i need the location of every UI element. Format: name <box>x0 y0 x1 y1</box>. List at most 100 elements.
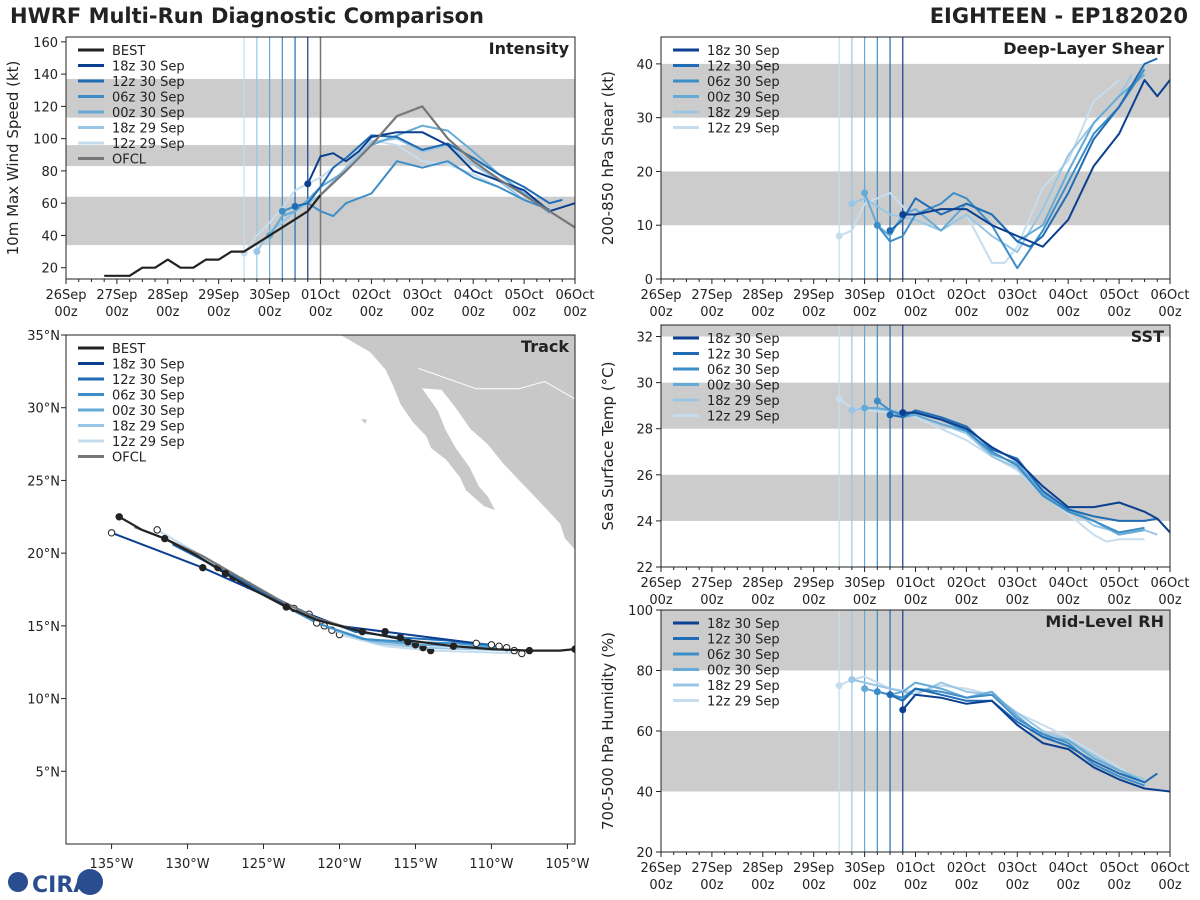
x-tick-hour: 00z <box>955 305 979 320</box>
series-line-12z-30-sep <box>889 57 1158 248</box>
series-line-06z-30-sep <box>877 687 1145 787</box>
x-tick-date: 02Oct <box>947 861 986 876</box>
x-tick-date: 06Oct <box>1150 576 1189 591</box>
x-tick-date: 03Oct <box>403 288 442 303</box>
x-tick-date: 04Oct <box>1049 576 1088 591</box>
x-tick-date: 27Sep <box>691 576 732 591</box>
x-tick-hour: 00z <box>802 593 826 608</box>
series-line-18z-30-sep <box>306 131 575 213</box>
legend-label: 12z 29 Sep <box>707 122 780 137</box>
panel-title: Intensity <box>489 39 570 58</box>
x-tick-date: 26Sep <box>640 576 681 591</box>
x-tick-hour: 00z <box>1158 305 1182 320</box>
legend-label: 18z 30 Sep <box>707 332 780 347</box>
x-tick-hour: 00z <box>563 305 587 320</box>
track-point-best <box>449 642 458 650</box>
y-tick-label: 20 <box>636 165 653 180</box>
y-tick-label: 10°N <box>27 693 60 708</box>
x-tick-date: 02Oct <box>947 576 986 591</box>
panel-title: Mid-Level RH <box>1045 612 1164 631</box>
x-tick-label: 110°W <box>469 857 513 872</box>
x-tick-date: 05Oct <box>505 288 544 303</box>
init-marker-18z-30-sep <box>304 180 312 188</box>
init-marker-18z-30-sep <box>899 706 907 714</box>
panel-title: SST <box>1131 327 1164 346</box>
y-axis-label: 700-500 hPa Humidity (%) <box>599 632 617 830</box>
y-tick-label: 22 <box>636 561 653 576</box>
x-tick-hour: 00z <box>512 305 536 320</box>
x-tick-hour: 00z <box>700 878 724 893</box>
legend-label: 12z 29 Sep <box>112 435 185 450</box>
init-marker-00z-30-sep <box>861 685 869 693</box>
x-tick-hour: 00z <box>955 878 979 893</box>
legend-label: 00z 30 Sep <box>112 404 185 419</box>
y-tick-label: 120 <box>33 100 58 115</box>
x-tick-hour: 00z <box>853 305 877 320</box>
y-tick-label: 30 <box>636 377 653 392</box>
band-0 <box>661 474 1170 521</box>
x-tick-date: 02Oct <box>947 288 986 303</box>
x-tick-date: 29Sep <box>793 861 834 876</box>
legend-label: 06z 30 Sep <box>112 91 185 106</box>
legend-label: 18z 30 Sep <box>707 44 780 59</box>
init-marker-18z-29-sep <box>253 248 261 256</box>
band-2 <box>661 325 1170 337</box>
x-tick-date: 01Oct <box>301 288 340 303</box>
x-tick-hour: 00z <box>1107 878 1131 893</box>
x-tick-hour: 00z <box>853 878 877 893</box>
y-tick-label: 40 <box>41 229 58 244</box>
init-marker-00z-30-sep <box>861 404 869 412</box>
series-line-12z-30-sep <box>294 134 563 208</box>
x-tick-date: 29Sep <box>793 576 834 591</box>
init-marker-06z-30-sep <box>278 207 286 215</box>
y-tick-label: 80 <box>636 665 653 680</box>
x-tick-date: 28Sep <box>742 288 783 303</box>
series-line-06z-30-sep <box>876 68 1146 270</box>
plot-area <box>107 335 575 658</box>
x-tick-hour: 00z <box>955 593 979 608</box>
x-tick-hour: 00z <box>649 305 673 320</box>
track-point-best <box>115 513 123 521</box>
init-marker-12z-29-sep <box>835 682 843 690</box>
legend-label: 12z 30 Sep <box>707 60 780 75</box>
series-line-18z-30-sep <box>111 531 477 645</box>
series-line-06z-30-sep <box>281 160 550 218</box>
y-tick-label: 25°N <box>27 474 60 489</box>
y-tick-label: 10 <box>636 219 653 234</box>
y-tick-label: 20 <box>636 846 653 861</box>
x-tick-hour: 00z <box>1158 878 1182 893</box>
x-tick-date: 01Oct <box>896 861 935 876</box>
x-tick-date: 04Oct <box>454 288 493 303</box>
x-tick-date: 06Oct <box>1150 288 1189 303</box>
legend-label: 00z 30 Sep <box>112 106 185 121</box>
x-tick-date: 28Sep <box>742 576 783 591</box>
y-tick-label: 30°N <box>27 402 60 417</box>
x-tick-hour: 00z <box>156 305 180 320</box>
y-tick-label: 60 <box>636 725 653 740</box>
legend-label: 18z 30 Sep <box>112 358 185 373</box>
track-point-18z-30-sep <box>472 639 480 648</box>
legend-label: 06z 30 Sep <box>707 648 780 663</box>
x-tick-hour: 00z <box>258 305 282 320</box>
legend-label: OFCL <box>112 451 147 466</box>
x-tick-hour: 00z <box>1006 305 1030 320</box>
legend-label: 18z 30 Sep <box>112 60 185 75</box>
legend-label: BEST <box>112 342 145 357</box>
legend-label: 18z 29 Sep <box>707 106 780 121</box>
panel-sst: 26Sep 00z 27Sep 00z 28Sep 00z 29Sep 00z 30Sep 00z… <box>599 324 1190 608</box>
x-tick-hour: 00z <box>360 305 384 320</box>
logo-globe <box>8 872 28 892</box>
x-tick-date: 29Sep <box>793 288 834 303</box>
x-tick-date: 30Sep <box>844 576 885 591</box>
y-axis-label: 200-850 hPa Shear (kt) <box>599 71 617 245</box>
x-tick-date: 30Sep <box>249 288 290 303</box>
x-tick-date: 06Oct <box>1150 861 1189 876</box>
x-tick-hour: 00z <box>904 305 928 320</box>
x-tick-hour: 00z <box>1057 305 1081 320</box>
x-tick-hour: 00z <box>904 878 928 893</box>
track-point-12z-30-sep <box>487 641 496 649</box>
